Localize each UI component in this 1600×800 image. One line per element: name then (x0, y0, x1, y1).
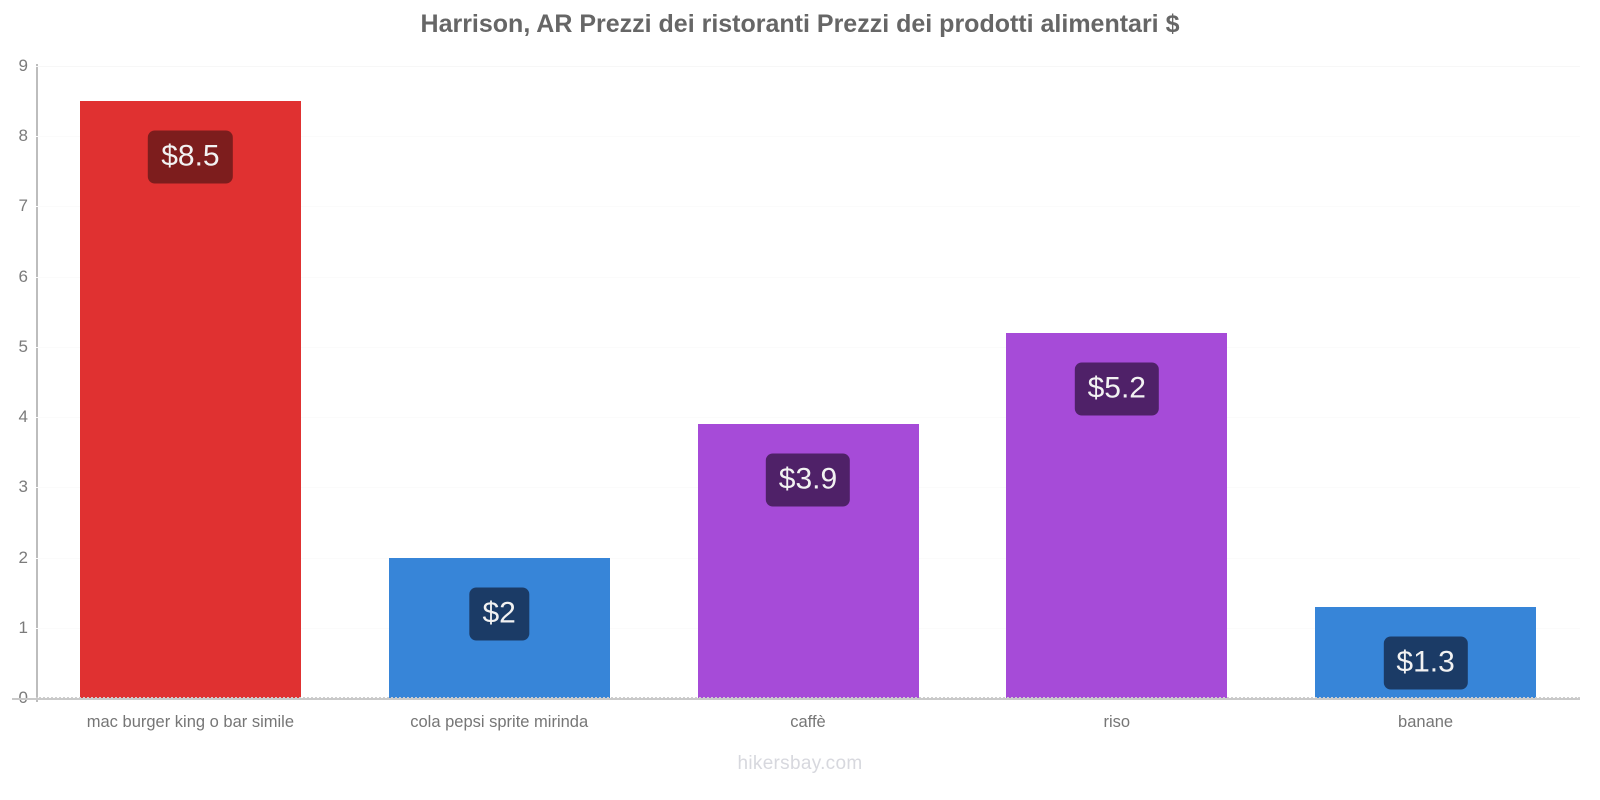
y-axis-tick-label: 6 (18, 266, 28, 286)
gridline (36, 66, 1580, 67)
bars-layer (36, 66, 1580, 698)
page-title: Harrison, AR Prezzi dei ristoranti Prezz… (420, 10, 1180, 38)
y-axis-tick-label: 5 (18, 336, 28, 356)
x-axis-line (12, 698, 1580, 700)
x-axis-tick-label: cola pepsi sprite mirinda (410, 713, 589, 731)
bar-value-label: $5.2 (1074, 362, 1159, 416)
bar-value-label: $3.9 (765, 453, 851, 507)
bar-rect (79, 101, 301, 698)
gridline (36, 206, 1580, 208)
bar-value-label: $2 (469, 587, 529, 641)
y-axis-tick-label: 9 (18, 56, 28, 75)
y-axis-tick-label: 7 (18, 196, 28, 216)
plot-area (36, 66, 1580, 698)
y-axis-tick-label: 4 (18, 407, 28, 427)
x-axis-tick-label: caffè (790, 713, 826, 731)
y-axis-tick-label: 1 (18, 617, 28, 637)
x-axis-tick-label: mac burger king o bar simile (86, 713, 295, 731)
gridline (36, 276, 1580, 278)
bar-value-label: $1.3 (1383, 636, 1468, 690)
bar-value-label: $8.5 (148, 130, 233, 184)
y-axis-tick-label: 8 (18, 126, 28, 146)
y-axis-tick-label: 2 (18, 547, 28, 567)
x-axis-tick-label: banane (1398, 713, 1454, 731)
gridline (36, 346, 1580, 348)
x-axis-tick-label: riso (1103, 713, 1131, 731)
bar[interactable] (79, 101, 301, 698)
gridline (36, 417, 1580, 419)
footer-watermark: hikersbay.com (737, 753, 863, 774)
y-axis-tick-label: 3 (18, 477, 28, 497)
y-axis-line (36, 64, 38, 702)
gridline (36, 136, 1580, 138)
